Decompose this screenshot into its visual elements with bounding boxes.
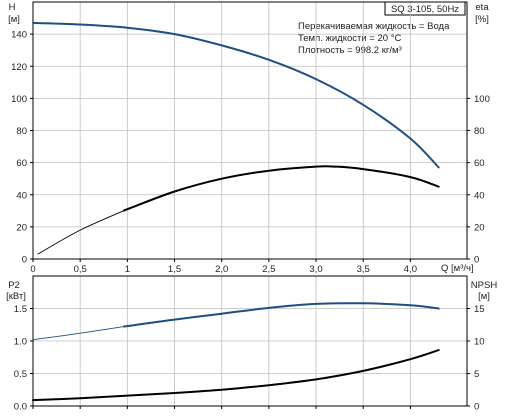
upper-right-tick-label: 80 [474, 126, 485, 137]
info-line-liquid: Перекачиваемая жидкость = Вода [298, 21, 450, 32]
upper-series-2-line [122, 165, 440, 212]
lower-right-tick-label: 0 [474, 402, 479, 413]
upper-right-tick-label: 60 [474, 158, 485, 169]
lower-right-tick-label: 5 [474, 369, 479, 380]
upper-series-1-line [32, 21, 440, 169]
upper-series-2-line-thin [37, 208, 128, 255]
upper-right-tick-label: 100 [474, 94, 490, 105]
lower-left-tick-label: 0.5 [14, 369, 27, 380]
lower-series-2-line [32, 349, 440, 402]
info-line-density: Плотность = 998.2 кг/м³ [298, 45, 402, 56]
upper-x-tick-label: 0 [30, 264, 35, 275]
upper-x-tick-label: 3,5 [357, 264, 370, 275]
upper-left-tick-label: 140 [11, 30, 27, 41]
lower-left-tick-label: 0.0 [14, 402, 27, 413]
x-axis-label: Q [м³/ч] [441, 263, 474, 274]
chart-title: SQ 3-105, 50Hz [391, 4, 459, 15]
upper-x-tick-label: 2,0 [215, 264, 228, 275]
lower-panel: 0.0 0.5 1.0 1.5 0 5 10 15 [14, 275, 485, 413]
lower-left-tick-label: 1.5 [14, 304, 27, 315]
lower-right-axis-label-line2: [м] [478, 291, 490, 302]
lower-right-axis-label-line1: NPSH [471, 280, 498, 291]
lower-left-axis-label-line2: [кВт] [6, 291, 26, 302]
lower-left-tick-label: 1.0 [14, 337, 27, 348]
info-line-temperature: Темп. жидкости = 20 °C [298, 33, 401, 44]
upper-left-axis-label-line2: [м] [8, 14, 20, 25]
upper-right-tick-label: 20 [474, 222, 485, 233]
upper-x-tick-label: 1,5 [168, 264, 181, 275]
upper-left-tick-label: 0 [22, 255, 27, 266]
lower-right-tick-label: 10 [474, 337, 485, 348]
upper-x-tick-label: 4,0 [404, 264, 417, 275]
upper-right-tick-label: 40 [474, 190, 485, 201]
upper-left-tick-label: 120 [11, 62, 27, 73]
upper-x-tick-label: 3,0 [309, 264, 322, 275]
upper-x-tick-label: 0,5 [74, 264, 87, 275]
upper-left-tick-label: 40 [16, 190, 27, 201]
lower-series-1-line [122, 302, 440, 328]
upper-panel: 0 20 40 60 80 100 120 140 0 20 40 60 80 100 0 0,5 1 1,5 2,… [11, 1, 490, 275]
upper-x-tick-label: 2,5 [262, 264, 275, 275]
upper-left-tick-label: 20 [16, 222, 27, 233]
upper-right-axis-label-line2: [%] [475, 14, 489, 25]
lower-right-tick-label: 15 [474, 304, 485, 315]
upper-left-tick-label: 80 [16, 126, 27, 137]
lower-left-axis-label-line1: P2 [8, 280, 20, 291]
upper-x-tick-label: 1 [125, 264, 130, 275]
upper-left-tick-label: 60 [16, 158, 27, 169]
upper-left-axis-label-line1: H [9, 2, 16, 13]
upper-right-axis-label-line1: eta [475, 2, 489, 13]
upper-right-tick-label: 0 [474, 255, 479, 266]
lower-series-1-line-thin [32, 325, 128, 341]
upper-left-tick-label: 100 [11, 94, 27, 105]
